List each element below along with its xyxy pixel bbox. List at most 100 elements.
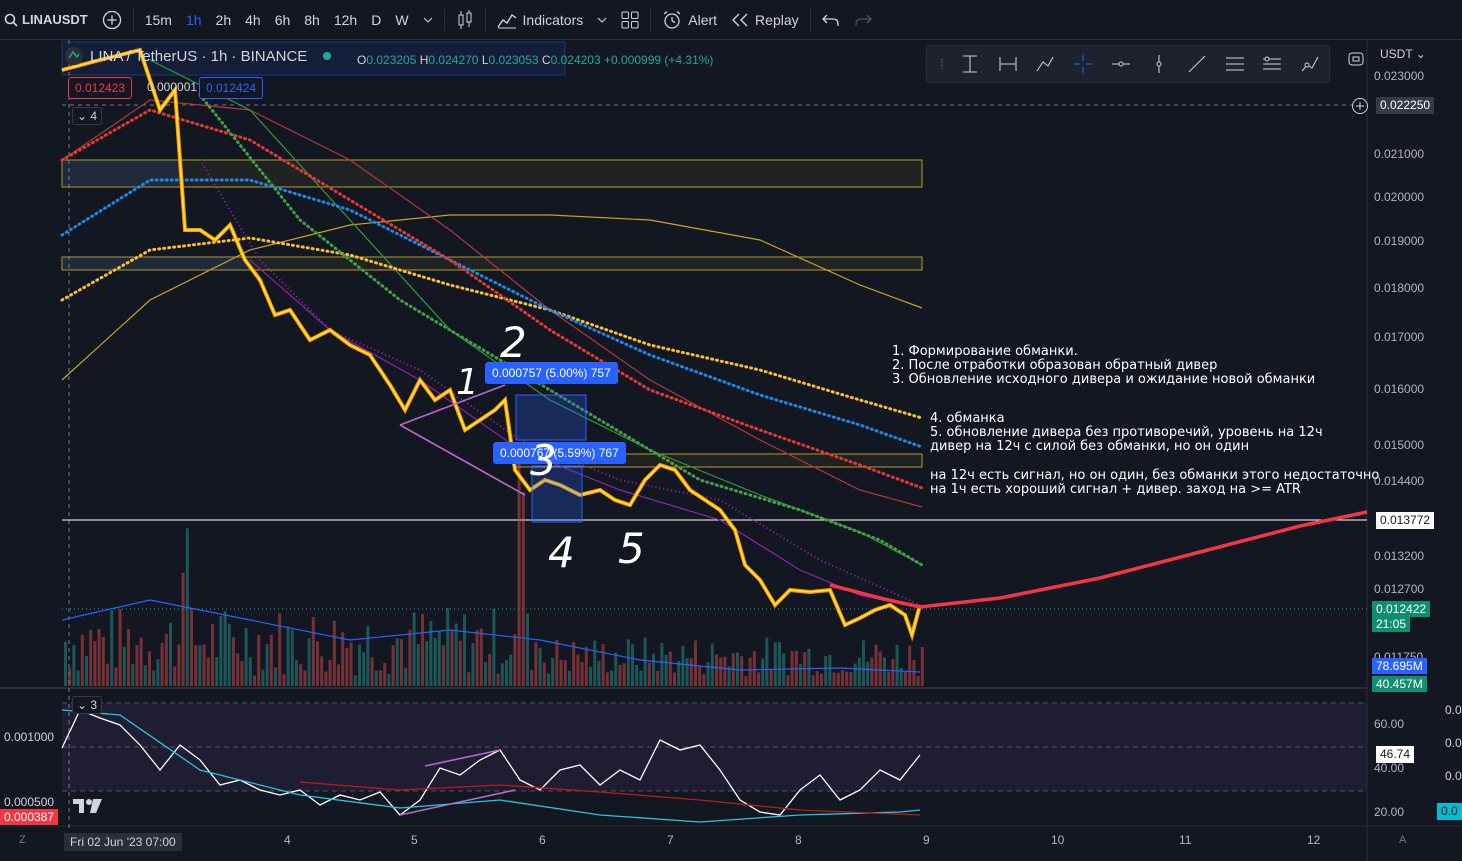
time-axis-label: 9 [923, 833, 930, 847]
interval-2h[interactable]: 2h [215, 11, 232, 28]
volume-bar [757, 672, 760, 686]
edge-value: 0.0 [1437, 803, 1462, 820]
sell-button[interactable]: 0.012423 [68, 77, 133, 99]
volume-bar [475, 629, 479, 686]
price-series [61, 49, 921, 638]
interval-15m[interactable]: 15m [144, 11, 172, 28]
annotation-block-3[interactable]: на 12ч есть сигнал, но он один, без обма… [930, 468, 1380, 497]
brush-tool[interactable] [1027, 46, 1065, 82]
volume-bar [694, 640, 697, 686]
volume-bar [101, 636, 105, 686]
interval-8h[interactable]: 8h [304, 11, 320, 28]
volume-bar [295, 659, 298, 686]
replay-button[interactable]: Replay [724, 0, 806, 40]
volume-bar [660, 642, 664, 686]
layout-button[interactable] [614, 0, 646, 40]
auto-scale-button[interactable]: A [1399, 834, 1407, 846]
volume-bar [530, 670, 534, 686]
volume-bar [261, 669, 265, 686]
indicators-label: Indicators [522, 11, 584, 28]
volume-bar [845, 671, 849, 686]
measure-label-2[interactable]: 0.000767 (5.59%) 767 [493, 442, 626, 464]
annotation-block-2[interactable]: 4. обманка 5. обновление дивера без прот… [930, 411, 1323, 454]
annotation-block-1[interactable]: 1. Формирование обманки. 2. После отрабо… [892, 344, 1316, 387]
volume-bar [866, 661, 870, 686]
volume-bar [853, 663, 857, 686]
volume-bar [202, 644, 206, 686]
crosshair-tool[interactable] [1064, 46, 1102, 82]
time-axis-label: 7 [667, 833, 674, 847]
volume-bar [265, 644, 269, 686]
horizontal-ray-tool[interactable] [1102, 46, 1140, 82]
interval-W[interactable]: W [395, 11, 409, 28]
volume-bar [316, 641, 319, 686]
redo-button[interactable] [847, 0, 879, 40]
interval-dropdown[interactable] [416, 0, 440, 40]
volume-bar [416, 643, 420, 686]
volume-bar [534, 642, 538, 686]
drag-handle-icon[interactable]: ⁞ [940, 56, 944, 72]
interval-1h[interactable]: 1h [185, 11, 202, 28]
tradingview-logo[interactable] [72, 796, 104, 816]
legend-ohlc: O0.023205 H0.024270 L0.023053 C0.024203 … [357, 53, 713, 67]
volume-bar [358, 644, 361, 686]
indicators-button[interactable]: Indicators [490, 0, 591, 40]
channel-tool[interactable] [1253, 46, 1291, 82]
volume-bar [568, 670, 571, 686]
vertical-line-tool[interactable] [1140, 46, 1178, 82]
osc-divergence-line [424, 749, 501, 767]
currency-selector[interactable]: USDT ⌄ [1380, 47, 1426, 61]
interval-4h[interactable]: 4h [245, 11, 261, 28]
volume-bar [248, 657, 252, 686]
volume-bar [702, 673, 706, 686]
compare-button[interactable] [95, 0, 129, 40]
measure-label-1[interactable]: 0.000757 (5.00%) 757 [485, 362, 618, 384]
volume-bar [521, 491, 525, 686]
open-value: 0.023205 [366, 53, 417, 67]
indicators-collapse-button[interactable]: ⌄ 4 [72, 107, 103, 125]
interval-6h[interactable]: 6h [274, 11, 291, 28]
volume-bar [849, 671, 853, 686]
edge-label: 0.0 [1445, 736, 1462, 750]
volume-bar [752, 651, 756, 686]
volume-bar [156, 659, 160, 686]
divergence-line [399, 384, 506, 426]
symbol-search[interactable]: LINAUSDT [0, 0, 95, 40]
volume-bar [236, 653, 240, 686]
alert-button[interactable]: Alert [655, 0, 724, 40]
indicators-dropdown[interactable] [590, 0, 614, 40]
undo-button[interactable] [815, 0, 847, 40]
volume-bar [576, 654, 580, 686]
price-axis-label: 0.014400 [1374, 474, 1425, 488]
zone-rectangle [62, 257, 252, 270]
buy-button[interactable]: 0.012424 [199, 77, 264, 99]
legend-title[interactable]: LINA / TetherUS · 1h · BINANCE [90, 47, 308, 65]
oscillator-collapse-button[interactable]: ⌄ 3 [72, 696, 103, 714]
volume-bar [362, 652, 366, 686]
volume-bar [841, 670, 844, 686]
volume-bar [446, 607, 450, 686]
drawing-toolbar-settings[interactable] [1341, 45, 1371, 73]
close-label: C [541, 53, 551, 67]
volume-bar [303, 670, 307, 686]
chart-area[interactable] [0, 40, 1462, 861]
interval-D[interactable]: D [371, 11, 382, 28]
volume-bar [526, 613, 529, 686]
fib-tool[interactable] [1216, 46, 1254, 82]
volume-bar [404, 667, 408, 686]
volume-bar [904, 671, 907, 686]
date-range-tool[interactable] [989, 46, 1027, 82]
add-alert-icon[interactable] [1351, 97, 1369, 115]
trend-line-tool[interactable] [1178, 46, 1216, 82]
timezone-button[interactable]: Z [19, 834, 26, 846]
chart-canvas[interactable] [0, 40, 1462, 861]
chevron-down-icon [423, 17, 433, 23]
price-range-tool[interactable] [951, 46, 989, 82]
bar-style-button[interactable] [449, 0, 481, 40]
interval-12h[interactable]: 12h [333, 11, 358, 28]
pattern-tool[interactable] [1291, 46, 1329, 82]
volume-bar [240, 660, 244, 686]
volume-bar [110, 610, 114, 686]
volume-bar [479, 628, 483, 686]
volume-bar [135, 644, 139, 686]
